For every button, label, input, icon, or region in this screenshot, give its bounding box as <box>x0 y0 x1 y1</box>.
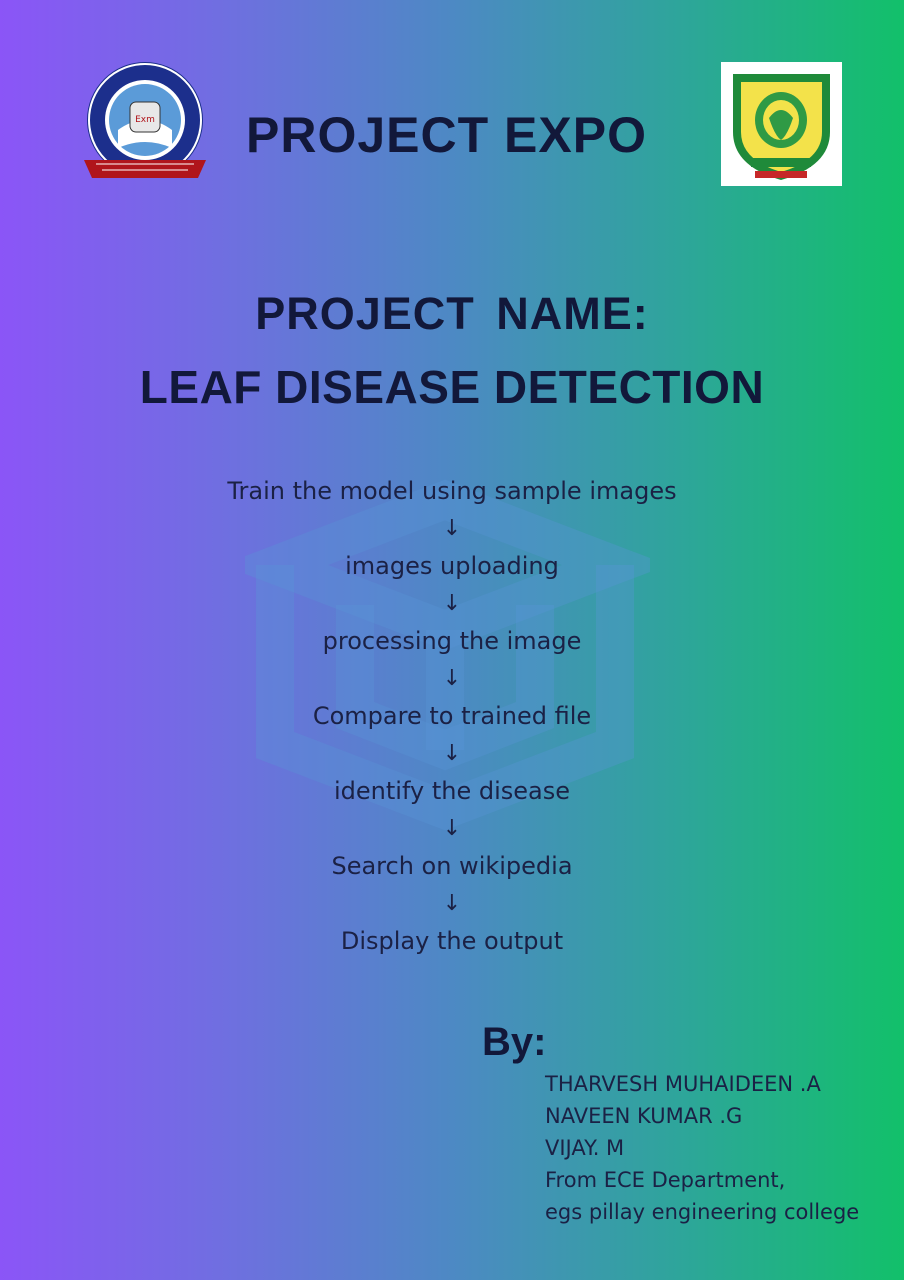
flow-step-1: Train the model using sample images <box>227 477 677 505</box>
by-label: By: <box>482 1020 547 1064</box>
svg-text:Exm: Exm <box>135 115 155 125</box>
process-flow: Train the model using sample images ↓ im… <box>0 474 904 959</box>
department-line: From ECE Department, <box>545 1168 786 1192</box>
college-emblem-icon <box>733 74 830 180</box>
down-arrow-icon: ↓ <box>442 891 462 916</box>
down-arrow-icon: ↓ <box>442 591 462 616</box>
author-name: NAVEEN KUMAR .G <box>545 1104 743 1128</box>
project-name: LEAF DISEASE DETECTION <box>139 361 765 413</box>
flow-step-7: Display the output <box>340 927 564 955</box>
down-arrow-icon: ↓ <box>442 516 462 541</box>
down-arrow-icon: ↓ <box>442 741 462 766</box>
institute-seal-icon: Exm <box>84 62 206 178</box>
flow-step-5: identify the disease <box>334 777 570 805</box>
flow-step-2: images uploading <box>345 552 559 580</box>
project-name-label: PROJECT NAME: <box>255 288 649 339</box>
institute-logo: Exm <box>78 60 212 190</box>
expo-title: PROJECT EXPO <box>246 107 647 163</box>
cube-watermark-icon <box>245 479 650 830</box>
college-line: egs pillay engineering college <box>545 1200 860 1224</box>
flow-step-4: Compare to trained file <box>312 702 592 730</box>
flow-step-3: processing the image <box>322 627 582 655</box>
college-logo <box>721 62 842 186</box>
author-name: THARVESH MUHAIDEEN .A <box>545 1072 821 1096</box>
author-name: VIJAY. M <box>545 1136 625 1160</box>
credits-list: THARVESH MUHAIDEEN .A NAVEEN KUMAR .G VI… <box>545 1068 895 1228</box>
flow-step-6: Search on wikipedia <box>331 852 573 880</box>
down-arrow-icon: ↓ <box>442 816 462 841</box>
down-arrow-icon: ↓ <box>442 666 462 691</box>
